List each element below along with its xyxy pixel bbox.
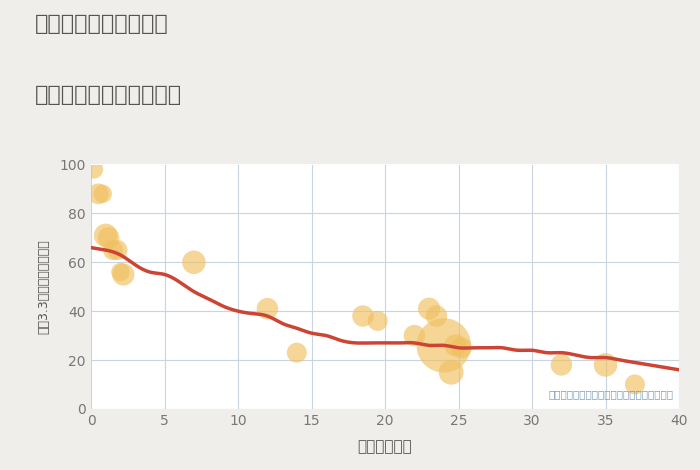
Point bbox=[115, 268, 126, 276]
Point bbox=[118, 271, 129, 278]
Point bbox=[100, 232, 111, 239]
Text: 岐阜県大垣市小泉町の: 岐阜県大垣市小泉町の bbox=[35, 14, 169, 34]
Point bbox=[431, 312, 442, 320]
Point bbox=[600, 361, 611, 368]
Point bbox=[262, 305, 273, 313]
Point bbox=[424, 305, 435, 313]
Point bbox=[438, 342, 449, 349]
Point bbox=[291, 349, 302, 356]
Point bbox=[112, 246, 123, 254]
X-axis label: 築年数（年）: 築年数（年） bbox=[358, 439, 412, 454]
Point bbox=[97, 190, 108, 197]
Y-axis label: 坪（3.3㎡）単価（万円）: 坪（3.3㎡）単価（万円） bbox=[38, 239, 50, 334]
Point bbox=[108, 246, 119, 254]
Point bbox=[372, 317, 384, 325]
Point bbox=[456, 344, 467, 352]
Text: 築年数別中古戸建て価格: 築年数別中古戸建て価格 bbox=[35, 85, 182, 105]
Point bbox=[629, 381, 641, 388]
Point bbox=[188, 258, 199, 266]
Point bbox=[88, 165, 99, 173]
Point bbox=[92, 190, 104, 197]
Point bbox=[556, 361, 567, 368]
Point bbox=[103, 234, 114, 242]
Point bbox=[446, 368, 457, 376]
Point bbox=[409, 332, 420, 339]
Point bbox=[450, 342, 461, 349]
Text: 円の大きさは、取引のあった物件面積を示す: 円の大きさは、取引のあった物件面積を示す bbox=[548, 389, 673, 399]
Point bbox=[358, 312, 369, 320]
